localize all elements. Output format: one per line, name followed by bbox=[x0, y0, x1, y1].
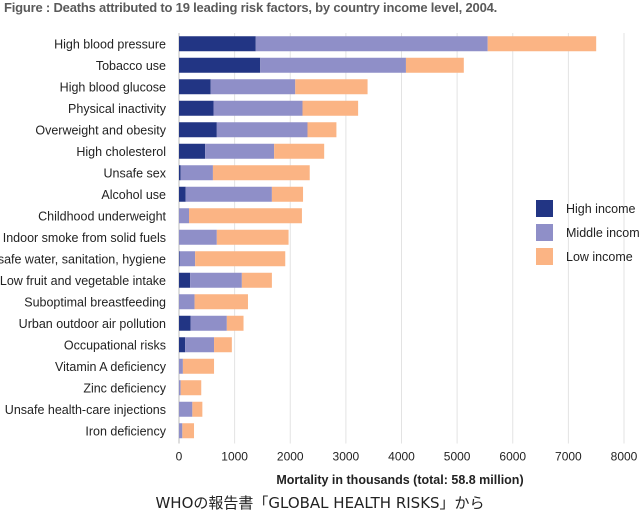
chart-title: Figure : Deaths attributed to 19 leading… bbox=[4, 0, 498, 15]
bar-middle-income bbox=[260, 57, 406, 73]
legend-swatch bbox=[536, 200, 553, 217]
category-label: Physical inactivity bbox=[68, 102, 167, 116]
legend-swatch bbox=[536, 248, 553, 265]
bar-middle-income bbox=[179, 401, 193, 417]
bar-middle-income bbox=[213, 100, 303, 116]
bar-middle-income bbox=[190, 272, 242, 288]
bar-middle-income bbox=[179, 380, 181, 396]
bar-low-income bbox=[216, 229, 289, 245]
x-tick-label: 1000 bbox=[221, 450, 248, 464]
bar-low-income bbox=[295, 79, 368, 95]
bar-middle-income bbox=[179, 358, 183, 374]
category-label: Unsafe health-care injections bbox=[5, 403, 166, 417]
bar-low-income bbox=[192, 401, 203, 417]
category-label: Childhood underweight bbox=[38, 209, 166, 223]
category-label: High cholesterol bbox=[76, 145, 166, 159]
bar-low-income bbox=[302, 100, 359, 116]
bar-high-income bbox=[179, 79, 211, 95]
x-tick-label: 4000 bbox=[388, 450, 415, 464]
bar-middle-income bbox=[205, 143, 275, 159]
bar-low-income bbox=[274, 143, 325, 159]
bar-high-income bbox=[179, 57, 261, 73]
bar-middle-income bbox=[179, 229, 217, 245]
category-label: High blood pressure bbox=[54, 37, 166, 51]
category-label: Overweight and obesity bbox=[35, 123, 166, 137]
stacked-bar-chart: High blood pressure Tobacco use High blood… bbox=[0, 33, 640, 487]
bar-low-income bbox=[189, 208, 302, 224]
bar-low-income bbox=[487, 36, 597, 52]
image-caption: WHOの報告書「GLOBAL HEALTH RISKS」から bbox=[155, 494, 485, 512]
bar-middle-income bbox=[179, 208, 190, 224]
category-labels: High blood pressure Tobacco use High blood… bbox=[0, 37, 167, 438]
bar-high-income bbox=[179, 272, 191, 288]
bar-middle-income bbox=[216, 122, 308, 138]
x-tick-label: 8000 bbox=[611, 450, 638, 464]
bar-low-income bbox=[180, 380, 202, 396]
category-label: Unsafe water, sanitation, hygiene bbox=[0, 252, 166, 266]
x-tick-label: 7000 bbox=[555, 450, 582, 464]
category-label: Urban outdoor air pollution bbox=[19, 317, 166, 331]
bar-middle-income bbox=[210, 79, 296, 95]
bar-low-income bbox=[182, 358, 215, 374]
bar-low-income bbox=[271, 186, 304, 202]
bars bbox=[179, 36, 597, 439]
legend-label: Middle income bbox=[566, 226, 640, 240]
bar-low-income bbox=[214, 337, 232, 353]
bar-low-income bbox=[226, 315, 244, 331]
bar-middle-income bbox=[179, 251, 196, 267]
bar-middle-income bbox=[185, 337, 215, 353]
category-label: Indoor smoke from solid fuels bbox=[3, 231, 166, 245]
bar-high-income bbox=[179, 337, 186, 353]
bar-low-income bbox=[405, 57, 464, 73]
category-label: Zinc deficiency bbox=[83, 381, 166, 395]
category-label: Occupational risks bbox=[64, 338, 166, 352]
bar-low-income bbox=[241, 272, 272, 288]
x-tick-labels: 0 1000 2000 3000 4000 5000 6000 7000 8000 bbox=[176, 450, 638, 464]
bar-middle-income bbox=[185, 186, 272, 202]
bar-high-income bbox=[179, 100, 214, 116]
bar-middle-income bbox=[190, 315, 227, 331]
x-tick-label: 5000 bbox=[444, 450, 471, 464]
category-label: High blood glucose bbox=[60, 80, 166, 94]
category-label: Unsafe sex bbox=[103, 166, 166, 180]
x-tick-label: 0 bbox=[176, 450, 183, 464]
bar-low-income bbox=[307, 122, 337, 138]
x-tick-label: 6000 bbox=[499, 450, 526, 464]
category-label: Iron deficiency bbox=[85, 424, 166, 438]
bar-middle-income bbox=[255, 36, 488, 52]
bar-high-income bbox=[179, 143, 206, 159]
bar-high-income bbox=[179, 251, 180, 267]
bar-high-income bbox=[179, 36, 256, 52]
bar-high-income bbox=[179, 186, 186, 202]
category-label: Suboptimal breastfeeding bbox=[24, 295, 166, 309]
bar-middle-income bbox=[179, 423, 183, 439]
bar-low-income bbox=[212, 165, 310, 181]
category-label: Tobacco use bbox=[96, 59, 166, 73]
category-label: Low fruit and vegetable intake bbox=[0, 274, 166, 288]
bar-high-income bbox=[179, 122, 217, 138]
legend-label: High income bbox=[566, 202, 636, 216]
bar-high-income bbox=[179, 315, 191, 331]
bar-low-income bbox=[182, 423, 195, 439]
bar-middle-income bbox=[180, 165, 213, 181]
bar-low-income bbox=[194, 294, 248, 310]
bar-middle-income bbox=[179, 294, 195, 310]
legend-label: Low income bbox=[566, 250, 633, 264]
bar-low-income bbox=[195, 251, 286, 267]
legend: High income Middle income Low income bbox=[536, 200, 640, 265]
legend-swatch bbox=[536, 224, 553, 241]
bar-high-income bbox=[179, 165, 181, 181]
x-axis-title: Mortality in thousands (total: 58.8 mill… bbox=[276, 473, 523, 487]
x-tick-label: 2000 bbox=[277, 450, 304, 464]
category-label: Vitamin A deficiency bbox=[55, 360, 167, 374]
category-label: Alcohol use bbox=[101, 188, 166, 202]
x-tick-label: 3000 bbox=[333, 450, 360, 464]
